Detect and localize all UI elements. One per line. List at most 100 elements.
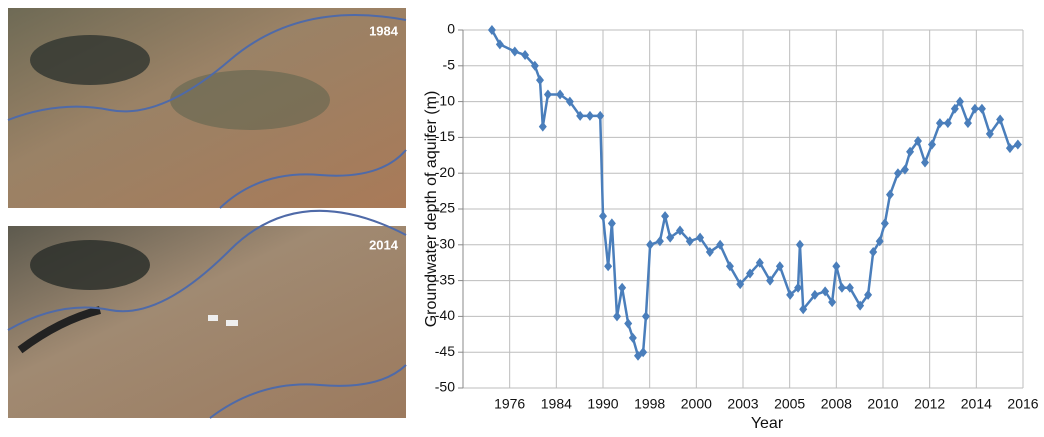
data-point (996, 114, 1005, 125)
x-tick-label: 2000 (681, 396, 712, 412)
x-tick-label: 2008 (821, 396, 852, 412)
satellite-image-1984: 1984 (7, 8, 407, 209)
x-axis-title: Year (751, 415, 784, 432)
data-point (921, 157, 929, 168)
data-point (530, 60, 539, 71)
y-tick-label: -45 (435, 343, 455, 359)
data-point (786, 289, 795, 300)
data-point (655, 236, 664, 247)
data-point (821, 286, 830, 297)
data-point (869, 246, 878, 257)
data-point (646, 239, 655, 250)
data-line (490, 29, 1019, 358)
data-point (599, 211, 607, 222)
panel-label: 1984 (369, 23, 399, 38)
data-point (893, 168, 902, 179)
data-point (607, 218, 616, 229)
data-point (810, 289, 819, 300)
x-tick-label: 2014 (961, 396, 992, 412)
data-point (604, 261, 613, 272)
y-tick-label: -35 (435, 271, 455, 287)
data-point (736, 279, 745, 290)
data-point (521, 50, 530, 61)
data-point (618, 282, 627, 293)
panel-label: 2014 (369, 237, 399, 252)
data-point (565, 96, 574, 107)
data-point (900, 164, 909, 175)
data-point (886, 189, 894, 200)
data-point (596, 110, 605, 121)
data-point (576, 110, 585, 121)
data-point (928, 139, 936, 150)
data-point (613, 311, 621, 322)
y-axis-title: Groundwater depth of aquifer (m) (423, 91, 440, 328)
y-tick-label: -50 (435, 379, 455, 395)
x-tick-label: 1984 (541, 396, 572, 412)
data-point (880, 218, 889, 229)
y-tick-label: -40 (435, 307, 455, 323)
data-point (628, 332, 637, 343)
y-tick-label: -20 (435, 164, 455, 180)
data-point (950, 103, 959, 114)
y-tick-label: -30 (435, 236, 455, 252)
data-point (585, 110, 594, 121)
data-point (538, 121, 547, 132)
data-point (832, 261, 841, 272)
y-tick-label: 0 (447, 21, 455, 37)
data-point (864, 289, 873, 300)
y-tick-label: -25 (435, 200, 455, 216)
data-point (837, 282, 846, 293)
data-point (856, 300, 865, 311)
data-point (755, 257, 764, 268)
x-tick-label: 2003 (727, 396, 758, 412)
data-point (970, 103, 979, 114)
x-tick-label: 1998 (634, 396, 665, 412)
data-point (845, 282, 854, 293)
x-tick-label: 1976 (494, 396, 525, 412)
data-point (556, 89, 565, 100)
x-tick-label: 2012 (914, 396, 945, 412)
x-tick-label: 1990 (587, 396, 618, 412)
data-point (725, 261, 734, 272)
data-point (766, 275, 775, 286)
data-point (641, 311, 650, 322)
data-point (914, 135, 922, 146)
data-point (795, 239, 804, 250)
x-tick-label: 2016 (1007, 396, 1038, 412)
data-point (685, 236, 694, 247)
y-tick-label: -15 (435, 128, 455, 144)
x-tick-label: 2005 (774, 396, 805, 412)
y-tick-label: -5 (443, 57, 456, 73)
data-point (956, 96, 964, 107)
data-point (794, 282, 803, 293)
data-point (943, 118, 952, 129)
satellite-image-2014: 2014 (7, 209, 407, 419)
data-point (746, 268, 754, 279)
data-point (543, 89, 552, 100)
data-point (716, 239, 725, 250)
data-point (624, 318, 633, 329)
x-tick-label: 2010 (867, 396, 898, 412)
data-point (935, 118, 944, 129)
data-point (696, 232, 705, 243)
data-point (799, 304, 808, 315)
data-point (510, 46, 519, 57)
data-point (1013, 139, 1022, 150)
data-point (775, 261, 784, 272)
data-point (977, 103, 986, 114)
data-point (536, 75, 544, 86)
data-point (661, 211, 670, 222)
data-point (639, 347, 648, 358)
data-point (495, 39, 504, 50)
data-point (875, 236, 884, 247)
data-point (828, 297, 837, 308)
data-point (1005, 143, 1014, 154)
data-point (906, 146, 915, 157)
data-point (676, 225, 684, 236)
y-tick-label: -10 (435, 92, 455, 108)
data-point (963, 118, 972, 129)
data-point (666, 232, 675, 243)
data-point (705, 246, 714, 257)
data-point (487, 25, 496, 35)
